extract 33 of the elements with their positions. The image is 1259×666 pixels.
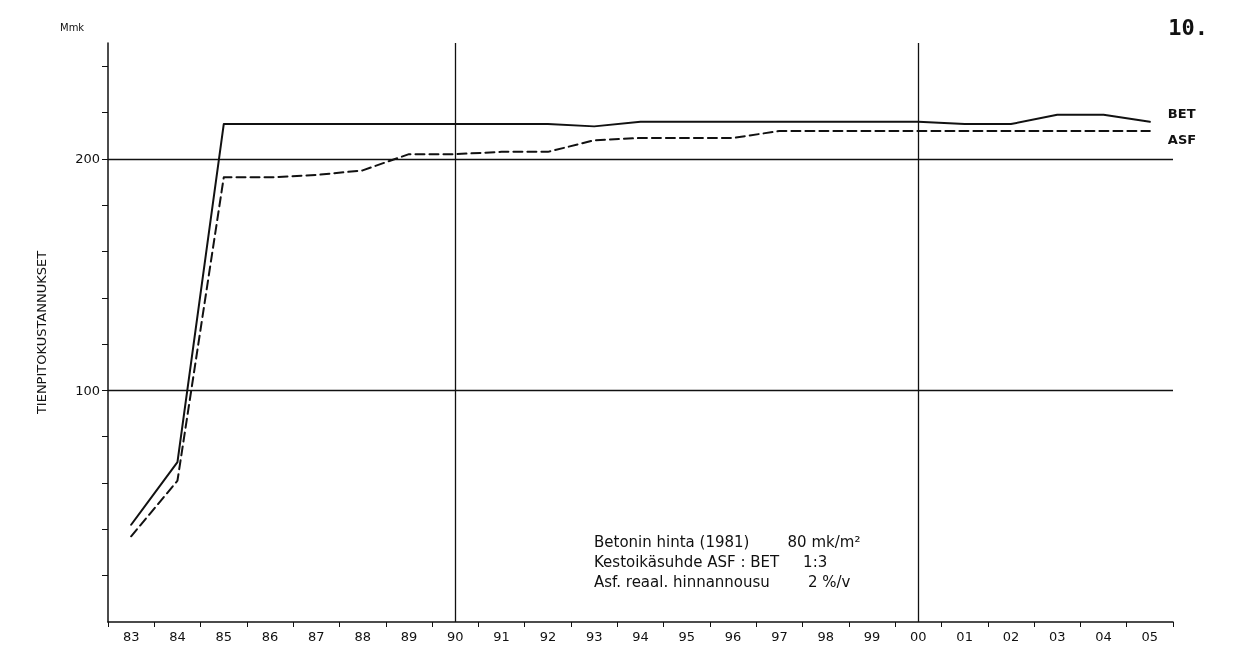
x-tick-label: 97 [771, 629, 788, 644]
x-tick-label: 93 [585, 629, 603, 644]
y-axis-title: TIENPITOKUSTANNUKSET [34, 250, 49, 416]
x-tick-label: 89 [400, 629, 418, 644]
x-tick-label: 00 [910, 629, 927, 644]
x-tick-label: 84 [169, 629, 186, 644]
text: Mmk [60, 21, 85, 33]
series-label: BET [1167, 106, 1196, 122]
annotation: Asf. reaal. hinnannousu 2 %/v [594, 572, 851, 591]
annotation: Kestoikäsuhde ASF : BET 1:3 [594, 552, 828, 571]
x-tick-label: 94 [632, 629, 649, 644]
y-tick-label: 200 [75, 151, 100, 167]
x-tick-label: 02 [1002, 629, 1020, 644]
x-tick-label: 83 [122, 629, 140, 644]
x-tick-label: 96 [724, 629, 742, 644]
x-tick-label: 05 [1141, 629, 1159, 644]
x-tick-label: 88 [354, 629, 371, 644]
x-tick-label: 86 [261, 629, 279, 644]
x-tick-label: 01 [956, 629, 973, 644]
x-tick-label: 90 [447, 629, 464, 644]
x-tick-label: 92 [539, 629, 557, 644]
x-tick-label: 04 [1095, 629, 1112, 644]
text: 10. [1168, 14, 1209, 40]
x-tick-label: 85 [215, 629, 233, 644]
x-tick-label: 87 [308, 629, 325, 644]
series-label: ASF [1167, 131, 1197, 147]
x-tick-label: 98 [817, 629, 834, 644]
y-tick-label: 100 [75, 382, 100, 398]
x-tick-label: 03 [1048, 629, 1066, 644]
annotation: Betonin hinta (1981) 80 mk/m² [594, 532, 861, 551]
x-tick-label: 95 [678, 629, 696, 644]
x-tick-label: 91 [493, 629, 510, 644]
x-tick-label: 99 [863, 629, 881, 644]
